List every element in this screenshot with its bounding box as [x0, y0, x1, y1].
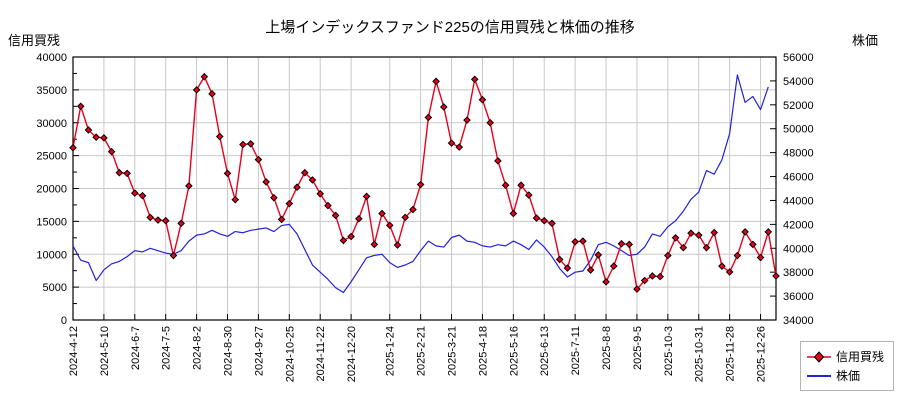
svg-text:2024-4-12: 2024-4-12 [68, 326, 80, 376]
svg-text:15000: 15000 [36, 216, 67, 228]
svg-text:2025-9-5: 2025-9-5 [632, 326, 644, 370]
svg-text:25000: 25000 [36, 151, 67, 163]
svg-text:54000: 54000 [783, 76, 814, 88]
series-line-stock-price [72, 74, 769, 294]
svg-text:2025-2-21: 2025-2-21 [416, 326, 428, 376]
right-axis-ticks: 34000 36000 38000 40000 42000 44000 46000 48000… [770, 52, 814, 327]
series-line-credit-balance [72, 76, 777, 290]
svg-text:2025-4-18: 2025-4-18 [477, 326, 489, 376]
svg-text:2024-8-2: 2024-8-2 [192, 326, 204, 370]
svg-text:40000: 40000 [36, 52, 67, 64]
svg-text:5000: 5000 [43, 282, 67, 294]
svg-text:2025-10-31: 2025-10-31 [694, 326, 706, 382]
legend-item-stock-price: 株価 [801, 366, 893, 385]
svg-text:48000: 48000 [783, 148, 814, 160]
svg-text:10000: 10000 [36, 249, 67, 261]
svg-text:2025-11-28: 2025-11-28 [725, 326, 737, 381]
svg-text:44000: 44000 [783, 195, 814, 207]
svg-text:2025-8-8: 2025-8-8 [601, 326, 613, 370]
svg-text:2024-11-22: 2024-11-22 [315, 326, 327, 381]
svg-text:2025-12-26: 2025-12-26 [756, 326, 768, 382]
svg-text:2024-10-25: 2024-10-25 [284, 326, 296, 382]
svg-text:2025-3-21: 2025-3-21 [447, 326, 459, 376]
svg-text:50000: 50000 [783, 124, 814, 136]
svg-text:36000: 36000 [783, 291, 814, 303]
svg-text:2024-9-27: 2024-9-27 [253, 326, 265, 376]
svg-text:2025-10-3: 2025-10-3 [663, 326, 675, 376]
x-gridlines [103, 57, 762, 320]
svg-text:2024-8-30: 2024-8-30 [223, 326, 235, 376]
svg-text:30000: 30000 [36, 118, 67, 130]
legend-label-credit-balance: 信用買残 [836, 350, 885, 364]
svg-text:56000: 56000 [783, 52, 814, 64]
svg-text:2025-5-16: 2025-5-16 [508, 326, 520, 376]
legend-label-stock-price: 株価 [836, 369, 861, 383]
series-markers-credit-balance [69, 72, 780, 293]
svg-text:20000: 20000 [36, 184, 67, 196]
svg-text:34000: 34000 [783, 315, 814, 327]
svg-text:38000: 38000 [783, 267, 814, 279]
svg-text:2025-7-11: 2025-7-11 [570, 326, 582, 375]
svg-text:40000: 40000 [783, 243, 814, 255]
svg-text:2025-1-24: 2025-1-24 [385, 326, 397, 376]
gridlines [73, 56, 776, 288]
svg-text:2025-6-13: 2025-6-13 [539, 326, 551, 376]
right-axis-title: 株価 [851, 33, 878, 48]
svg-text:2024-7-5: 2024-7-5 [161, 326, 173, 370]
svg-text:2024-12-20: 2024-12-20 [346, 326, 358, 382]
legend-item-credit-balance: 信用買残 [801, 347, 893, 366]
left-axis-title: 信用買残 [8, 33, 61, 48]
svg-text:0: 0 [61, 315, 67, 327]
legend-swatch-line-icon [806, 369, 832, 383]
svg-text:46000: 46000 [783, 172, 814, 184]
svg-text:42000: 42000 [783, 219, 814, 231]
svg-text:52000: 52000 [783, 100, 814, 112]
legend: 信用買残 株価 [800, 341, 894, 391]
x-axis-ticks: 2024-4-12 2024-5-10 2024-6-7 2024-7-5 2024-8… [68, 314, 768, 382]
svg-text:2024-5-10: 2024-5-10 [99, 326, 111, 376]
svg-text:35000: 35000 [36, 85, 67, 97]
chart-title: 上場インデックスファンド225の信用買残と株価の推移 [265, 19, 635, 36]
legend-swatch-diamond-icon [806, 350, 832, 364]
svg-text:2024-6-7: 2024-6-7 [130, 326, 142, 370]
left-axis-ticks: 0 5000 10000 15000 20000 25000 30000 35000 40000 [36, 52, 79, 327]
